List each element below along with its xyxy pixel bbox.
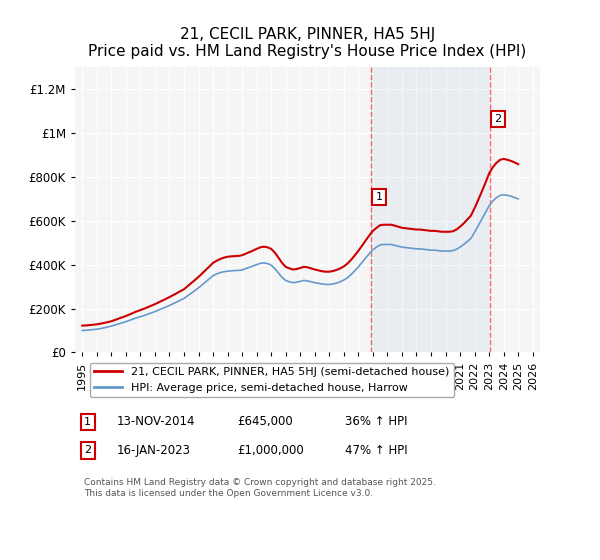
Text: 1: 1: [84, 417, 91, 427]
Text: 13-NOV-2014: 13-NOV-2014: [117, 416, 196, 428]
Text: 2: 2: [494, 114, 501, 124]
Legend: 21, CECIL PARK, PINNER, HA5 5HJ (semi-detached house), HPI: Average price, semi-: 21, CECIL PARK, PINNER, HA5 5HJ (semi-de…: [90, 363, 454, 397]
Bar: [371, 67, 490, 352]
Text: 36% ↑ HPI: 36% ↑ HPI: [344, 416, 407, 428]
Text: 16-JAN-2023: 16-JAN-2023: [117, 444, 191, 457]
Text: Contains HM Land Registry data © Crown copyright and database right 2025.
This d: Contains HM Land Registry data © Crown c…: [84, 478, 436, 498]
Text: 47% ↑ HPI: 47% ↑ HPI: [344, 444, 407, 457]
Text: £1,000,000: £1,000,000: [238, 444, 305, 457]
Text: 2: 2: [84, 445, 91, 455]
Text: 1: 1: [376, 192, 382, 202]
Text: £645,000: £645,000: [238, 416, 293, 428]
Title: 21, CECIL PARK, PINNER, HA5 5HJ
Price paid vs. HM Land Registry's House Price In: 21, CECIL PARK, PINNER, HA5 5HJ Price pa…: [88, 27, 527, 59]
